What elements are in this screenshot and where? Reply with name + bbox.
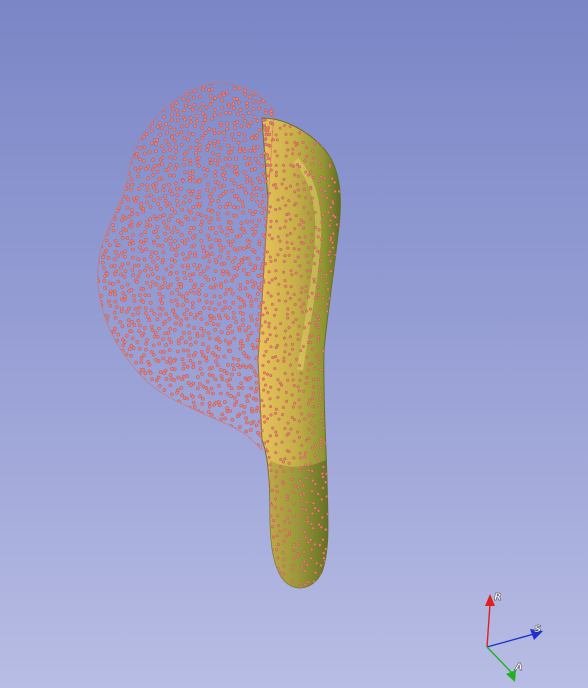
axis-a-label: A xyxy=(514,662,523,673)
orientation-widget[interactable]: R S A xyxy=(485,592,543,682)
point-cloud-left-lobe xyxy=(97,83,274,451)
axis-s-arrow-icon xyxy=(530,629,543,640)
point-cloud-outline xyxy=(97,82,275,452)
axis-r-arrow-icon xyxy=(485,594,495,606)
axis-a-line xyxy=(486,646,513,674)
axis-r-line xyxy=(486,603,491,648)
axis-r-label: R xyxy=(494,592,502,603)
axis-s-label: S xyxy=(534,624,541,635)
axis-a-arrow-icon xyxy=(506,670,516,682)
segmentation-surface xyxy=(257,117,341,589)
axis-s-line xyxy=(486,633,535,648)
